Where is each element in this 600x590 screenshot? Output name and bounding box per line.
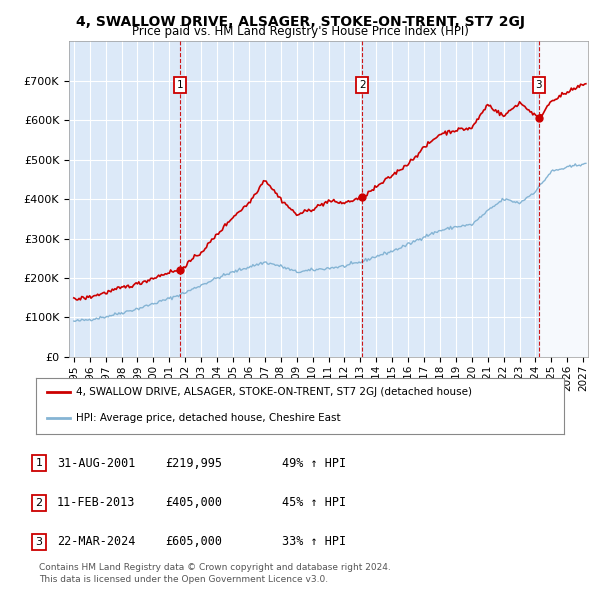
- Text: £605,000: £605,000: [165, 535, 222, 548]
- Text: 49% ↑ HPI: 49% ↑ HPI: [282, 457, 346, 470]
- Text: 33% ↑ HPI: 33% ↑ HPI: [282, 535, 346, 548]
- Bar: [539, 41, 600, 357]
- Bar: [539, 41, 600, 357]
- Text: 22-MAR-2024: 22-MAR-2024: [57, 535, 136, 548]
- Text: 1: 1: [35, 458, 43, 468]
- Text: Contains HM Land Registry data © Crown copyright and database right 2024.: Contains HM Land Registry data © Crown c…: [39, 563, 391, 572]
- Text: 1: 1: [176, 80, 183, 90]
- Text: 2: 2: [35, 498, 43, 507]
- Text: 11-FEB-2013: 11-FEB-2013: [57, 496, 136, 509]
- Text: 4, SWALLOW DRIVE, ALSAGER, STOKE-ON-TRENT, ST7 2GJ (detached house): 4, SWALLOW DRIVE, ALSAGER, STOKE-ON-TREN…: [76, 386, 472, 396]
- Text: 45% ↑ HPI: 45% ↑ HPI: [282, 496, 346, 509]
- Text: 4, SWALLOW DRIVE, ALSAGER, STOKE-ON-TRENT, ST7 2GJ: 4, SWALLOW DRIVE, ALSAGER, STOKE-ON-TREN…: [76, 15, 524, 29]
- Text: £219,995: £219,995: [165, 457, 222, 470]
- Text: 3: 3: [536, 80, 542, 90]
- Text: £405,000: £405,000: [165, 496, 222, 509]
- Text: Price paid vs. HM Land Registry's House Price Index (HPI): Price paid vs. HM Land Registry's House …: [131, 25, 469, 38]
- Text: 2: 2: [359, 80, 365, 90]
- Text: HPI: Average price, detached house, Cheshire East: HPI: Average price, detached house, Ches…: [76, 413, 340, 423]
- Text: 3: 3: [35, 537, 43, 546]
- Text: 31-AUG-2001: 31-AUG-2001: [57, 457, 136, 470]
- Text: This data is licensed under the Open Government Licence v3.0.: This data is licensed under the Open Gov…: [39, 575, 328, 584]
